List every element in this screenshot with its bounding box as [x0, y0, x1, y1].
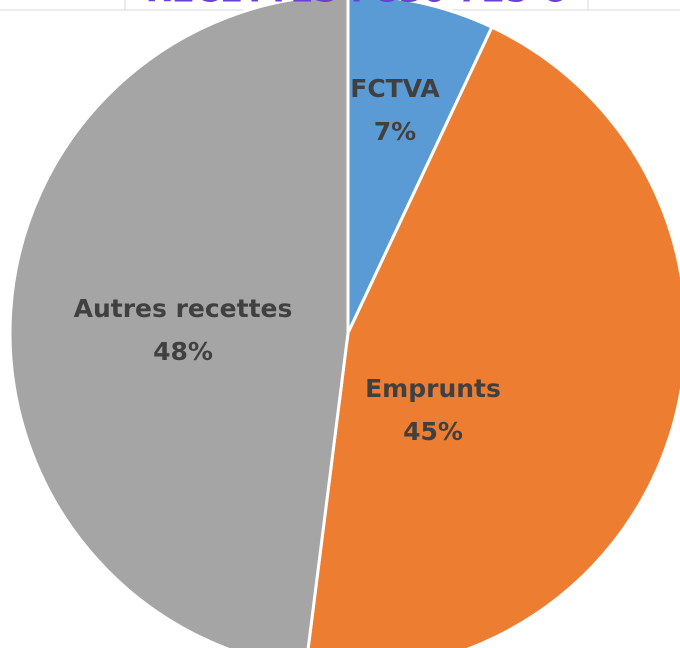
data-labels: FCTVA 7% Emprunts 45% Autres recettes 48%: [74, 74, 501, 446]
slice-value-label: 7%: [374, 117, 416, 146]
slice-label: Emprunts: [365, 374, 501, 403]
slice-label: FCTVA: [350, 74, 440, 103]
pie-slice: [306, 25, 680, 648]
pie: [8, 0, 680, 648]
slice-value-label: 48%: [153, 337, 213, 366]
pie-slice: [346, 0, 494, 334]
slice-value-label: 45%: [403, 417, 463, 446]
slice-label: Autres recettes: [74, 294, 293, 323]
chart-title: RECETTES : 830 725 €: [145, 0, 564, 11]
pie-slice: [8, 0, 350, 648]
